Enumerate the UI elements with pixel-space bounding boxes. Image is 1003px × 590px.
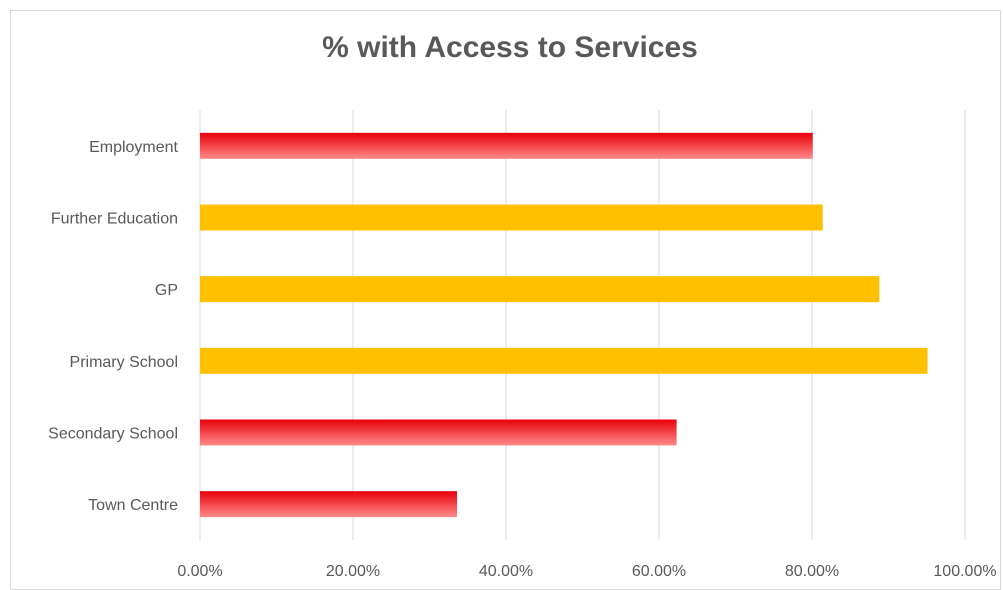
category-label: GP [155,282,178,299]
category-label: Secondary School [48,426,178,443]
x-tick-label: 100.00% [933,563,996,580]
x-tick-label: 0.00% [177,563,222,580]
bar [200,132,813,159]
x-tick-label: 80.00% [785,563,839,580]
x-tick-label: 60.00% [632,563,686,580]
bar [200,347,928,374]
category-label: Town Centre [88,497,178,514]
category-labels: Employment Further Education GP Primary Sch… [48,139,178,514]
bar [200,491,458,518]
chart-title: % with Access to Services [322,31,698,64]
x-axis-ticks: 0.00% 20.00% 40.00% 60.00% 80.00% 100.00% [177,563,996,580]
category-label: Primary School [70,354,178,371]
bar [200,419,677,446]
category-label: Further Education [51,211,178,228]
x-tick-label: 40.00% [479,563,533,580]
category-label: Employment [89,139,178,156]
bar [200,204,823,231]
gridlines [199,110,966,540]
bar [200,276,880,303]
bars [200,132,928,518]
x-tick-label: 20.00% [326,563,380,580]
